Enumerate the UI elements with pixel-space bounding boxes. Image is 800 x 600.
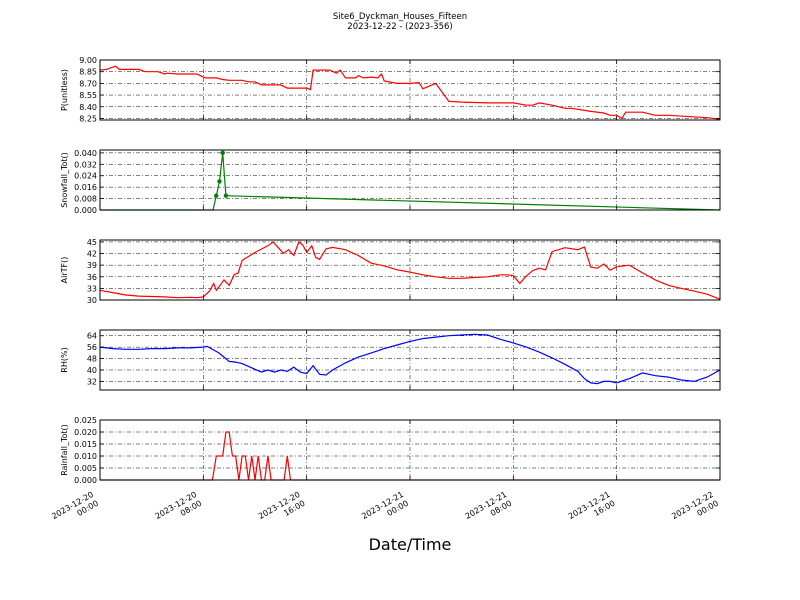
- y-tick-label: 0.025: [74, 416, 97, 425]
- data-point: [220, 150, 225, 156]
- y-tick-label: 30: [87, 296, 97, 305]
- y-tick-label: 0.040: [74, 149, 97, 158]
- y-tick-label: 32: [87, 377, 97, 386]
- y-tick-label: 0.000: [74, 206, 97, 215]
- y-tick-label: 45: [87, 238, 97, 247]
- data-point: [217, 179, 222, 184]
- y-tick-label: 8.40: [79, 103, 97, 112]
- y-tick-label: 8.25: [79, 114, 97, 123]
- x-axis-label: Date/Time: [369, 535, 452, 554]
- subplot-rainfall: 0.000 0.005 0.010 0.015 0.020 0.025 Rainfall_T…: [60, 416, 721, 485]
- y-tick-label: 0.008: [74, 195, 97, 204]
- series-line-pressure: [99, 65, 721, 120]
- subplot-air-temp: 30 33 36 39 42 45 AirTF(): [60, 238, 721, 305]
- y-tick-label: 0.020: [74, 428, 97, 437]
- series-line-air-temp: [99, 240, 721, 300]
- y-tick-label: 8.70: [79, 79, 97, 88]
- y-tick-label: 36: [87, 273, 97, 282]
- y-axis-label: Rainfall_Tot(): [60, 424, 69, 476]
- y-tick-label: 42: [87, 250, 97, 259]
- y-tick-label: 8.55: [79, 91, 97, 100]
- y-tick-label: 0.005: [74, 464, 97, 473]
- y-axis-label: Snowfall_Tot(): [60, 152, 69, 208]
- data-point: [223, 193, 229, 198]
- subplot-snowfall: 0.000 0.008 0.016 0.024 0.032 0.040 Snowfall_T…: [60, 149, 721, 215]
- y-axis-label: P(unitless): [60, 69, 69, 111]
- y-tick-label: 48: [87, 355, 97, 364]
- data-point: [214, 193, 219, 198]
- y-tick-label: 0.000: [74, 476, 97, 485]
- y-tick-label: 0.024: [74, 172, 97, 181]
- y-tick-label: 0.010: [74, 452, 97, 461]
- y-axis-label: AirTF(): [60, 257, 69, 284]
- subplot-relative-humidity: 32 40 48 56 64 RH(%): [60, 329, 721, 391]
- chart-title-line2: 2023-12-22 - (2023-356): [347, 22, 452, 32]
- y-tick-label: 33: [87, 284, 97, 293]
- y-tick-label: 64: [87, 332, 97, 341]
- y-tick-label: 0.032: [74, 160, 97, 169]
- y-tick-label: 8.85: [79, 68, 97, 77]
- subplots: 8.25 8.40 8.55 8.70 8.85 9.00 P(unitless) 0.000…: [60, 56, 721, 485]
- y-tick-label: 0.015: [74, 440, 97, 449]
- y-axis-label: RH(%): [60, 347, 69, 372]
- chart-title-line1: Site6_Dyckman_Houses_Fifteen: [333, 12, 467, 22]
- y-tick-label: 9.00: [79, 56, 97, 65]
- y-tick-label: 56: [87, 343, 97, 352]
- y-tick-label: 40: [87, 366, 97, 375]
- y-tick-label: 0.016: [74, 183, 97, 192]
- series-line-relative-humidity: [99, 333, 721, 385]
- subplot-pressure: 8.25 8.40 8.55 8.70 8.85 9.00 P(unitless): [60, 56, 721, 123]
- y-tick-label: 39: [87, 261, 97, 270]
